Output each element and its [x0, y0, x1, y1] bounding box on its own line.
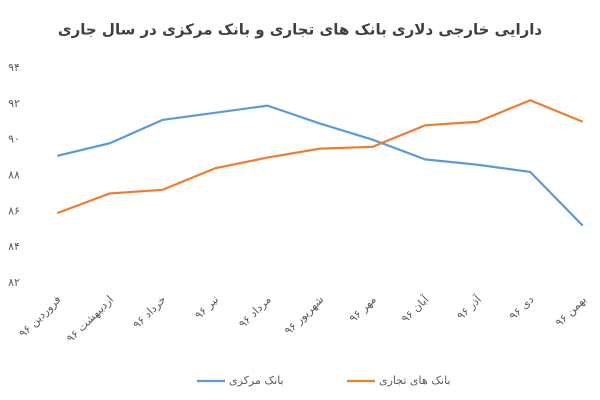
y-tick-label: ۹۲	[8, 97, 20, 110]
y-tick-label: ۸۴	[8, 240, 20, 253]
x-tick-label: مرداد ۹۶	[236, 293, 274, 331]
x-tick-label: مهر ۹۶	[347, 293, 379, 325]
y-tick-label: ۸۲	[8, 276, 20, 289]
chart-title: دارایی خارجی دلاری بانک های تجاری و بانک…	[58, 21, 543, 39]
x-tick-label: خرداد ۹۶	[130, 293, 168, 331]
legend-label: بانک مرکزی	[229, 374, 284, 387]
y-tick-label: ۸۶	[8, 204, 20, 217]
legend-label: بانک های تجاری	[379, 374, 451, 387]
x-tick-label: فروردین ۹۶	[16, 293, 63, 340]
x-tick-label: تیر ۹۶	[192, 293, 221, 322]
x-tick-label: آبان ۹۶	[398, 292, 432, 326]
x-tick-label: دی ۹۶	[507, 293, 537, 323]
x-tick-label: بهمن ۹۶	[553, 293, 589, 329]
y-tick-label: ۹۴	[8, 61, 20, 74]
x-tick-label: اردیبهشت ۹۶	[64, 293, 116, 345]
series-line	[57, 104, 584, 227]
series-line	[56, 99, 584, 215]
x-tick-label: شهریور ۹۶	[282, 293, 326, 337]
y-tick-label: ۸۸	[8, 169, 20, 182]
x-tick-label: آذر ۹۶	[454, 292, 485, 323]
y-tick-label: ۹۰	[8, 133, 20, 146]
